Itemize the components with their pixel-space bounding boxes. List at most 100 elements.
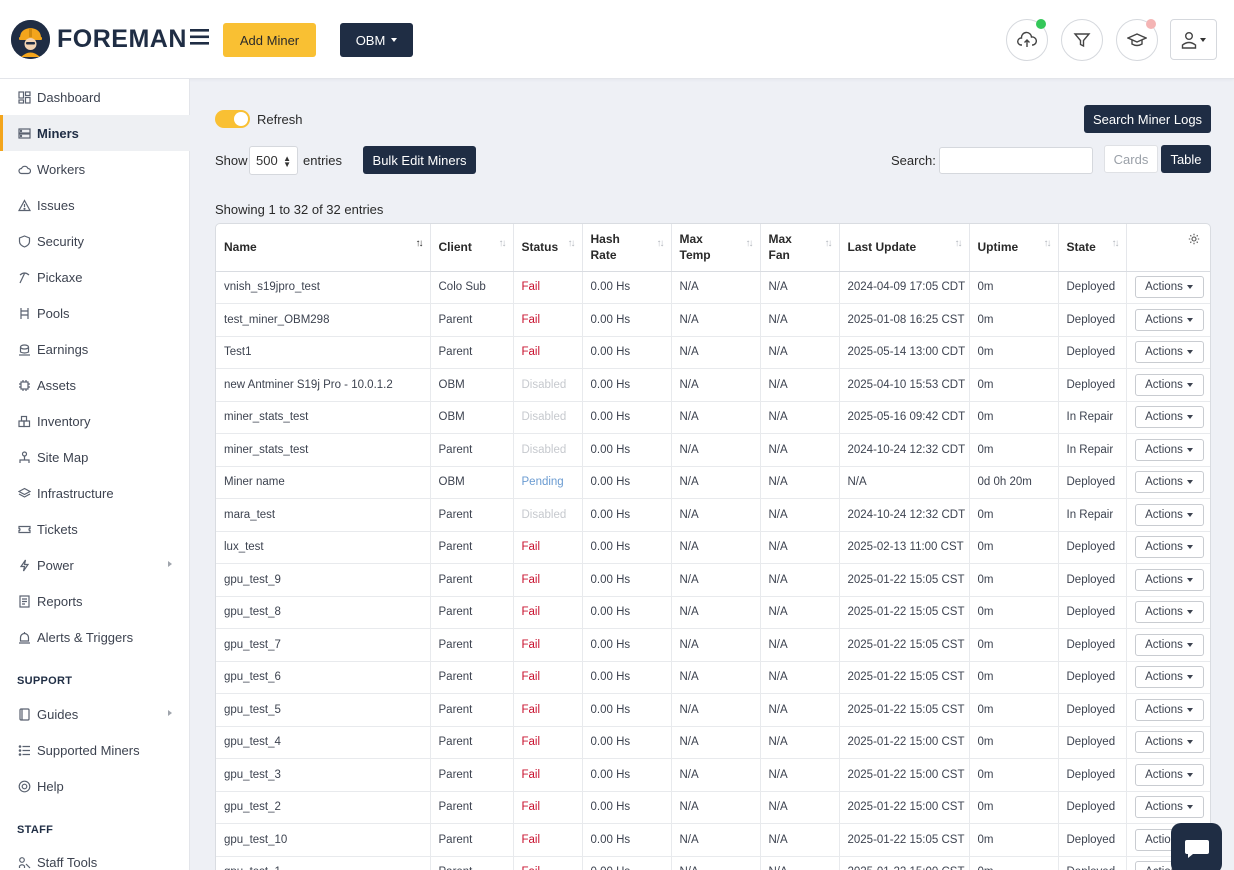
actions-dropdown-button[interactable]: Actions <box>1134 536 1204 559</box>
entries-per-page-select[interactable]: 500 ▲ ▼ <box>249 146 298 175</box>
sidebar-item-alerts-triggers[interactable]: Alerts & Triggers <box>0 619 190 655</box>
sort-icon: ↑↓ <box>415 238 424 249</box>
cell-max-fan: N/A <box>760 628 840 662</box>
sidebar-item-supported-miners[interactable]: Supported Miners <box>0 732 190 768</box>
column-header-uptime[interactable]: Uptime ↑↓ <box>969 224 1059 272</box>
cell-status: Fail <box>513 563 583 597</box>
actions-dropdown-button[interactable]: Actions <box>1134 373 1204 396</box>
table-row[interactable]: mara_test Parent Disabled 0.00 Hs N/A N/A 2024… <box>216 498 1210 532</box>
chat-support-button[interactable] <box>1171 823 1222 870</box>
table-row[interactable]: lux_test Parent Fail 0.00 Hs N/A N/A 2025-02-1… <box>216 531 1210 564</box>
actions-dropdown-button[interactable]: Actions <box>1134 471 1204 494</box>
table-row[interactable]: miner_stats_test OBM Disabled 0.00 Hs N/A N/A… <box>216 401 1210 434</box>
column-header-max-fan[interactable]: Max Fan ↑↓ <box>760 224 840 272</box>
sort-icon: ↑↓ <box>824 238 833 249</box>
cell-uptime: 0m <box>969 433 1059 467</box>
add-miner-button[interactable]: Add Miner <box>223 23 316 57</box>
table-row[interactable]: miner_stats_test Parent Disabled 0.00 Hs N/A… <box>216 433 1210 467</box>
table-row[interactable]: gpu_test_8 Parent Fail 0.00 Hs N/A N/A 2025-01… <box>216 596 1210 629</box>
sidebar-item-power[interactable]: Power <box>0 547 190 583</box>
table-row[interactable]: gpu_test_9 Parent Fail 0.00 Hs N/A N/A 2025-01… <box>216 563 1210 597</box>
table-row[interactable]: test_miner_OBM298 Parent Fail 0.00 Hs N/A N/A… <box>216 303 1210 337</box>
cell-name: gpu_test_4 <box>216 726 431 759</box>
sidebar-item-help[interactable]: Help <box>0 768 190 804</box>
table-row[interactable]: gpu_test_6 Parent Fail 0.00 Hs N/A N/A 2025-01… <box>216 661 1210 694</box>
actions-dropdown-button[interactable]: Actions <box>1134 666 1204 689</box>
actions-dropdown-button[interactable]: Actions <box>1134 406 1204 429</box>
search-input[interactable] <box>939 147 1093 174</box>
column-header-state[interactable]: State ↑↓ <box>1058 224 1127 272</box>
table-row[interactable]: vnish_s19jpro_test Colo Sub Fail 0.00 Hs N/A… <box>216 271 1210 304</box>
sidebar-item-label: Help <box>37 778 64 794</box>
cell-name: gpu_test_6 <box>216 661 431 694</box>
sidebar-item-inventory[interactable]: Inventory <box>0 403 190 439</box>
actions-dropdown-button[interactable]: Actions <box>1134 438 1204 461</box>
cloud-upload-button[interactable] <box>1006 19 1048 61</box>
user-menu-button[interactable] <box>1170 19 1217 60</box>
logo[interactable]: FOREMAN <box>11 20 187 59</box>
actions-dropdown-button[interactable]: Actions <box>1134 763 1204 786</box>
filter-button[interactable] <box>1061 19 1103 61</box>
sidebar-item-label: Pools <box>37 305 70 321</box>
actions-dropdown-button[interactable]: Actions <box>1134 503 1204 526</box>
actions-dropdown-button[interactable]: Actions <box>1134 568 1204 591</box>
view-cards-button[interactable]: Cards <box>1104 145 1158 173</box>
cell-state: Deployed <box>1058 823 1127 857</box>
sidebar-item-infrastructure[interactable]: Infrastructure <box>0 475 190 511</box>
sidebar-item-site-map[interactable]: Site Map <box>0 439 190 475</box>
column-header-client[interactable]: Client ↑↓ <box>430 224 514 272</box>
sidebar-item-staff-tools[interactable]: Staff Tools <box>0 844 190 870</box>
column-header-name[interactable]: Name ↑↓ <box>216 224 431 272</box>
cell-last-update: 2025-04-10 15:53 CDT <box>839 368 970 402</box>
table-row[interactable]: new Antminer S19j Pro - 10.0.1.2 OBM Disab… <box>216 368 1210 402</box>
hamburger-menu-icon[interactable] <box>190 29 209 45</box>
sidebar-item-assets[interactable]: Assets <box>0 367 190 403</box>
sidebar-item-tickets[interactable]: Tickets <box>0 511 190 547</box>
column-header-settings[interactable] <box>1126 224 1210 272</box>
client-dropdown[interactable]: OBM <box>340 23 413 57</box>
sidebar-item-earnings[interactable]: Earnings <box>0 331 190 367</box>
actions-dropdown-button[interactable]: Actions <box>1134 731 1204 754</box>
table-row[interactable]: gpu_test_10 Parent Fail 0.00 Hs N/A N/A 2025-0… <box>216 823 1210 857</box>
table-row[interactable]: gpu_test_3 Parent Fail 0.00 Hs N/A N/A 2025-01… <box>216 758 1210 792</box>
actions-dropdown-button[interactable]: Actions <box>1134 276 1204 299</box>
refresh-toggle[interactable] <box>215 110 250 128</box>
sidebar-item-pickaxe[interactable]: Pickaxe <box>0 259 190 295</box>
column-header-last-update[interactable]: Last Update ↑↓ <box>839 224 970 272</box>
table-header-row: Name ↑↓ Client ↑↓ Status ↑↓ Hash Rate ↑↓ Max… <box>216 224 1210 272</box>
column-header-max-temp[interactable]: Max Temp ↑↓ <box>671 224 761 272</box>
table-row[interactable]: gpu_test_4 Parent Fail 0.00 Hs N/A N/A 2025-01… <box>216 726 1210 759</box>
view-table-button[interactable]: Table <box>1161 145 1211 173</box>
actions-dropdown-button[interactable]: Actions <box>1134 341 1204 364</box>
column-header-hash-rate[interactable]: Hash Rate ↑↓ <box>582 224 672 272</box>
actions-dropdown-button[interactable]: Actions <box>1134 601 1204 624</box>
sidebar-item-workers[interactable]: Workers <box>0 151 190 187</box>
column-header-status[interactable]: Status ↑↓ <box>513 224 583 272</box>
table-row[interactable]: gpu_test_7 Parent Fail 0.00 Hs N/A N/A 2025-01… <box>216 628 1210 662</box>
sidebar-item-pools[interactable]: Pools <box>0 295 190 331</box>
sidebar-item-issues[interactable]: Issues <box>0 187 190 223</box>
bulk-edit-miners-button[interactable]: Bulk Edit Miners <box>363 146 476 174</box>
sidebar-item-reports[interactable]: Reports <box>0 583 190 619</box>
actions-dropdown-button[interactable]: Actions <box>1134 698 1204 721</box>
search-miner-logs-button[interactable]: Search Miner Logs <box>1084 105 1211 133</box>
sidebar-item-miners[interactable]: Miners <box>0 115 190 151</box>
caret-down-icon <box>1186 447 1193 452</box>
cell-max-fan: N/A <box>760 726 840 759</box>
sidebar-item-dashboard[interactable]: Dashboard <box>0 79 190 115</box>
sidebar-item-security[interactable]: Security <box>0 223 190 259</box>
gear-icon[interactable] <box>1188 233 1200 245</box>
boxes-icon <box>18 415 31 428</box>
table-row[interactable]: gpu_test_2 Parent Fail 0.00 Hs N/A N/A 2025-01… <box>216 791 1210 824</box>
column-header-label: Client <box>438 240 472 255</box>
sidebar-item-guides[interactable]: Guides <box>0 696 190 732</box>
actions-dropdown-button[interactable]: Actions <box>1134 796 1204 819</box>
learning-button[interactable] <box>1116 19 1158 61</box>
actions-dropdown-button[interactable]: Actions <box>1134 633 1204 656</box>
actions-label: Actions <box>1145 378 1183 391</box>
table-row[interactable]: gpu_test_5 Parent Fail 0.00 Hs N/A N/A 2025-01… <box>216 693 1210 727</box>
table-row[interactable]: Miner name OBM Pending 0.00 Hs N/A N/A N/A 0d 0… <box>216 466 1210 499</box>
table-row[interactable]: Test1 Parent Fail 0.00 Hs N/A N/A 2025-05-14 1… <box>216 336 1210 369</box>
actions-dropdown-button[interactable]: Actions <box>1134 308 1204 331</box>
